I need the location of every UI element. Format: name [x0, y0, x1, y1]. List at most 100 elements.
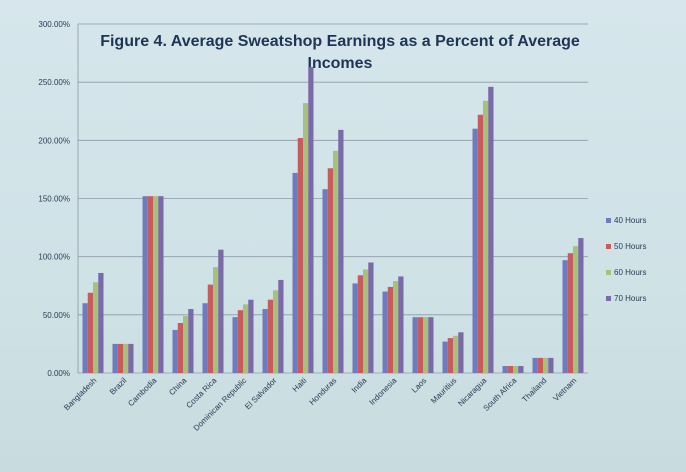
bar	[188, 309, 194, 373]
bar	[453, 335, 459, 373]
bar	[93, 282, 99, 373]
bar	[488, 86, 494, 373]
bar	[357, 275, 363, 373]
bar	[147, 196, 153, 373]
x-tick-label: Indonesia	[368, 376, 399, 407]
bar	[273, 290, 279, 373]
legend-label: 60 Hours	[614, 268, 646, 277]
y-tick-label: 200.00%	[38, 136, 70, 145]
bar	[333, 150, 339, 373]
bar	[537, 357, 543, 373]
bar	[112, 343, 118, 373]
bars	[82, 67, 584, 374]
bar	[322, 189, 328, 373]
x-tick-label: Dominican Republic	[192, 376, 249, 433]
bar	[82, 303, 88, 373]
y-axis: 0.00% 50.00% 100.00% 150.00% 200.00% 250.00% 3…	[38, 20, 79, 378]
x-tick-label: El Salvador	[243, 376, 279, 412]
bar	[142, 196, 148, 373]
chart-title-line-1: Figure 4. Average Sweatshop Earnings as …	[100, 33, 580, 50]
bar	[363, 269, 369, 373]
bar	[202, 303, 208, 373]
x-tick-label: Cambodia	[126, 376, 159, 409]
bar	[562, 260, 568, 373]
bar	[423, 317, 429, 373]
legend-label: 40 Hours	[614, 216, 646, 225]
y-tick-label: 300.00%	[38, 20, 70, 29]
bar	[128, 343, 134, 373]
bar	[472, 128, 478, 373]
bar	[532, 357, 538, 373]
bar	[543, 357, 549, 373]
legend: 40 Hours 50 Hours 60 Hours 70 Hours	[606, 216, 646, 303]
bar	[248, 299, 254, 373]
bar	[177, 322, 183, 373]
bar	[382, 291, 388, 373]
bar	[398, 276, 404, 373]
x-tick-label: Vietnam	[551, 376, 578, 403]
bar	[232, 317, 238, 373]
legend-swatch	[606, 296, 611, 301]
bar	[87, 292, 93, 373]
x-tick-label: India	[350, 376, 369, 395]
bar	[387, 286, 393, 373]
bar	[218, 249, 224, 373]
bar	[417, 317, 423, 373]
bar	[98, 272, 104, 373]
y-tick-label: 150.00%	[38, 195, 70, 204]
legend-label: 70 Hours	[614, 294, 646, 303]
x-tick-label: Thailand	[520, 376, 548, 404]
bar	[477, 114, 483, 374]
bar	[213, 267, 219, 373]
bar	[243, 304, 249, 373]
bar	[262, 309, 268, 373]
x-tick-label: Laos	[410, 376, 429, 395]
legend-swatch	[606, 244, 611, 249]
bar	[153, 196, 159, 373]
bar	[567, 253, 573, 373]
bar	[412, 317, 418, 373]
bar	[548, 357, 554, 373]
legend-swatch	[606, 218, 611, 223]
bar	[303, 103, 309, 374]
bar	[158, 196, 164, 373]
bar	[507, 366, 513, 373]
y-tick-label: 250.00%	[38, 78, 70, 87]
bar	[442, 341, 448, 373]
bar	[267, 299, 273, 373]
bar	[518, 366, 524, 373]
y-tick-label: 100.00%	[38, 253, 70, 262]
bar	[183, 315, 189, 373]
bar	[123, 343, 129, 373]
chart-title-line-2: Incomes	[308, 55, 373, 72]
bar	[447, 338, 453, 373]
bar	[327, 168, 333, 373]
bar	[573, 246, 579, 373]
bar	[352, 283, 358, 373]
y-tick-label: 50.00%	[43, 311, 70, 320]
bar	[237, 310, 243, 373]
bar	[308, 67, 314, 373]
x-tick-label: Honduras	[308, 376, 339, 407]
bar	[117, 343, 123, 373]
x-tick-label: Brazil	[108, 376, 129, 397]
legend-swatch	[606, 270, 611, 275]
bar	[338, 129, 344, 373]
bar	[483, 100, 489, 373]
legend-label: 50 Hours	[614, 242, 646, 251]
bar	[393, 281, 399, 373]
bar	[578, 238, 584, 373]
bar	[502, 366, 508, 373]
x-tick-label: China	[167, 376, 189, 398]
x-tick-label: Bangladesh	[62, 376, 98, 412]
bar	[297, 138, 303, 373]
y-tick-label: 0.00%	[47, 369, 70, 378]
bar	[278, 279, 284, 373]
x-tick-label: Haiti	[291, 376, 309, 394]
bar	[292, 172, 298, 373]
bar	[513, 366, 519, 373]
bar	[458, 332, 464, 373]
